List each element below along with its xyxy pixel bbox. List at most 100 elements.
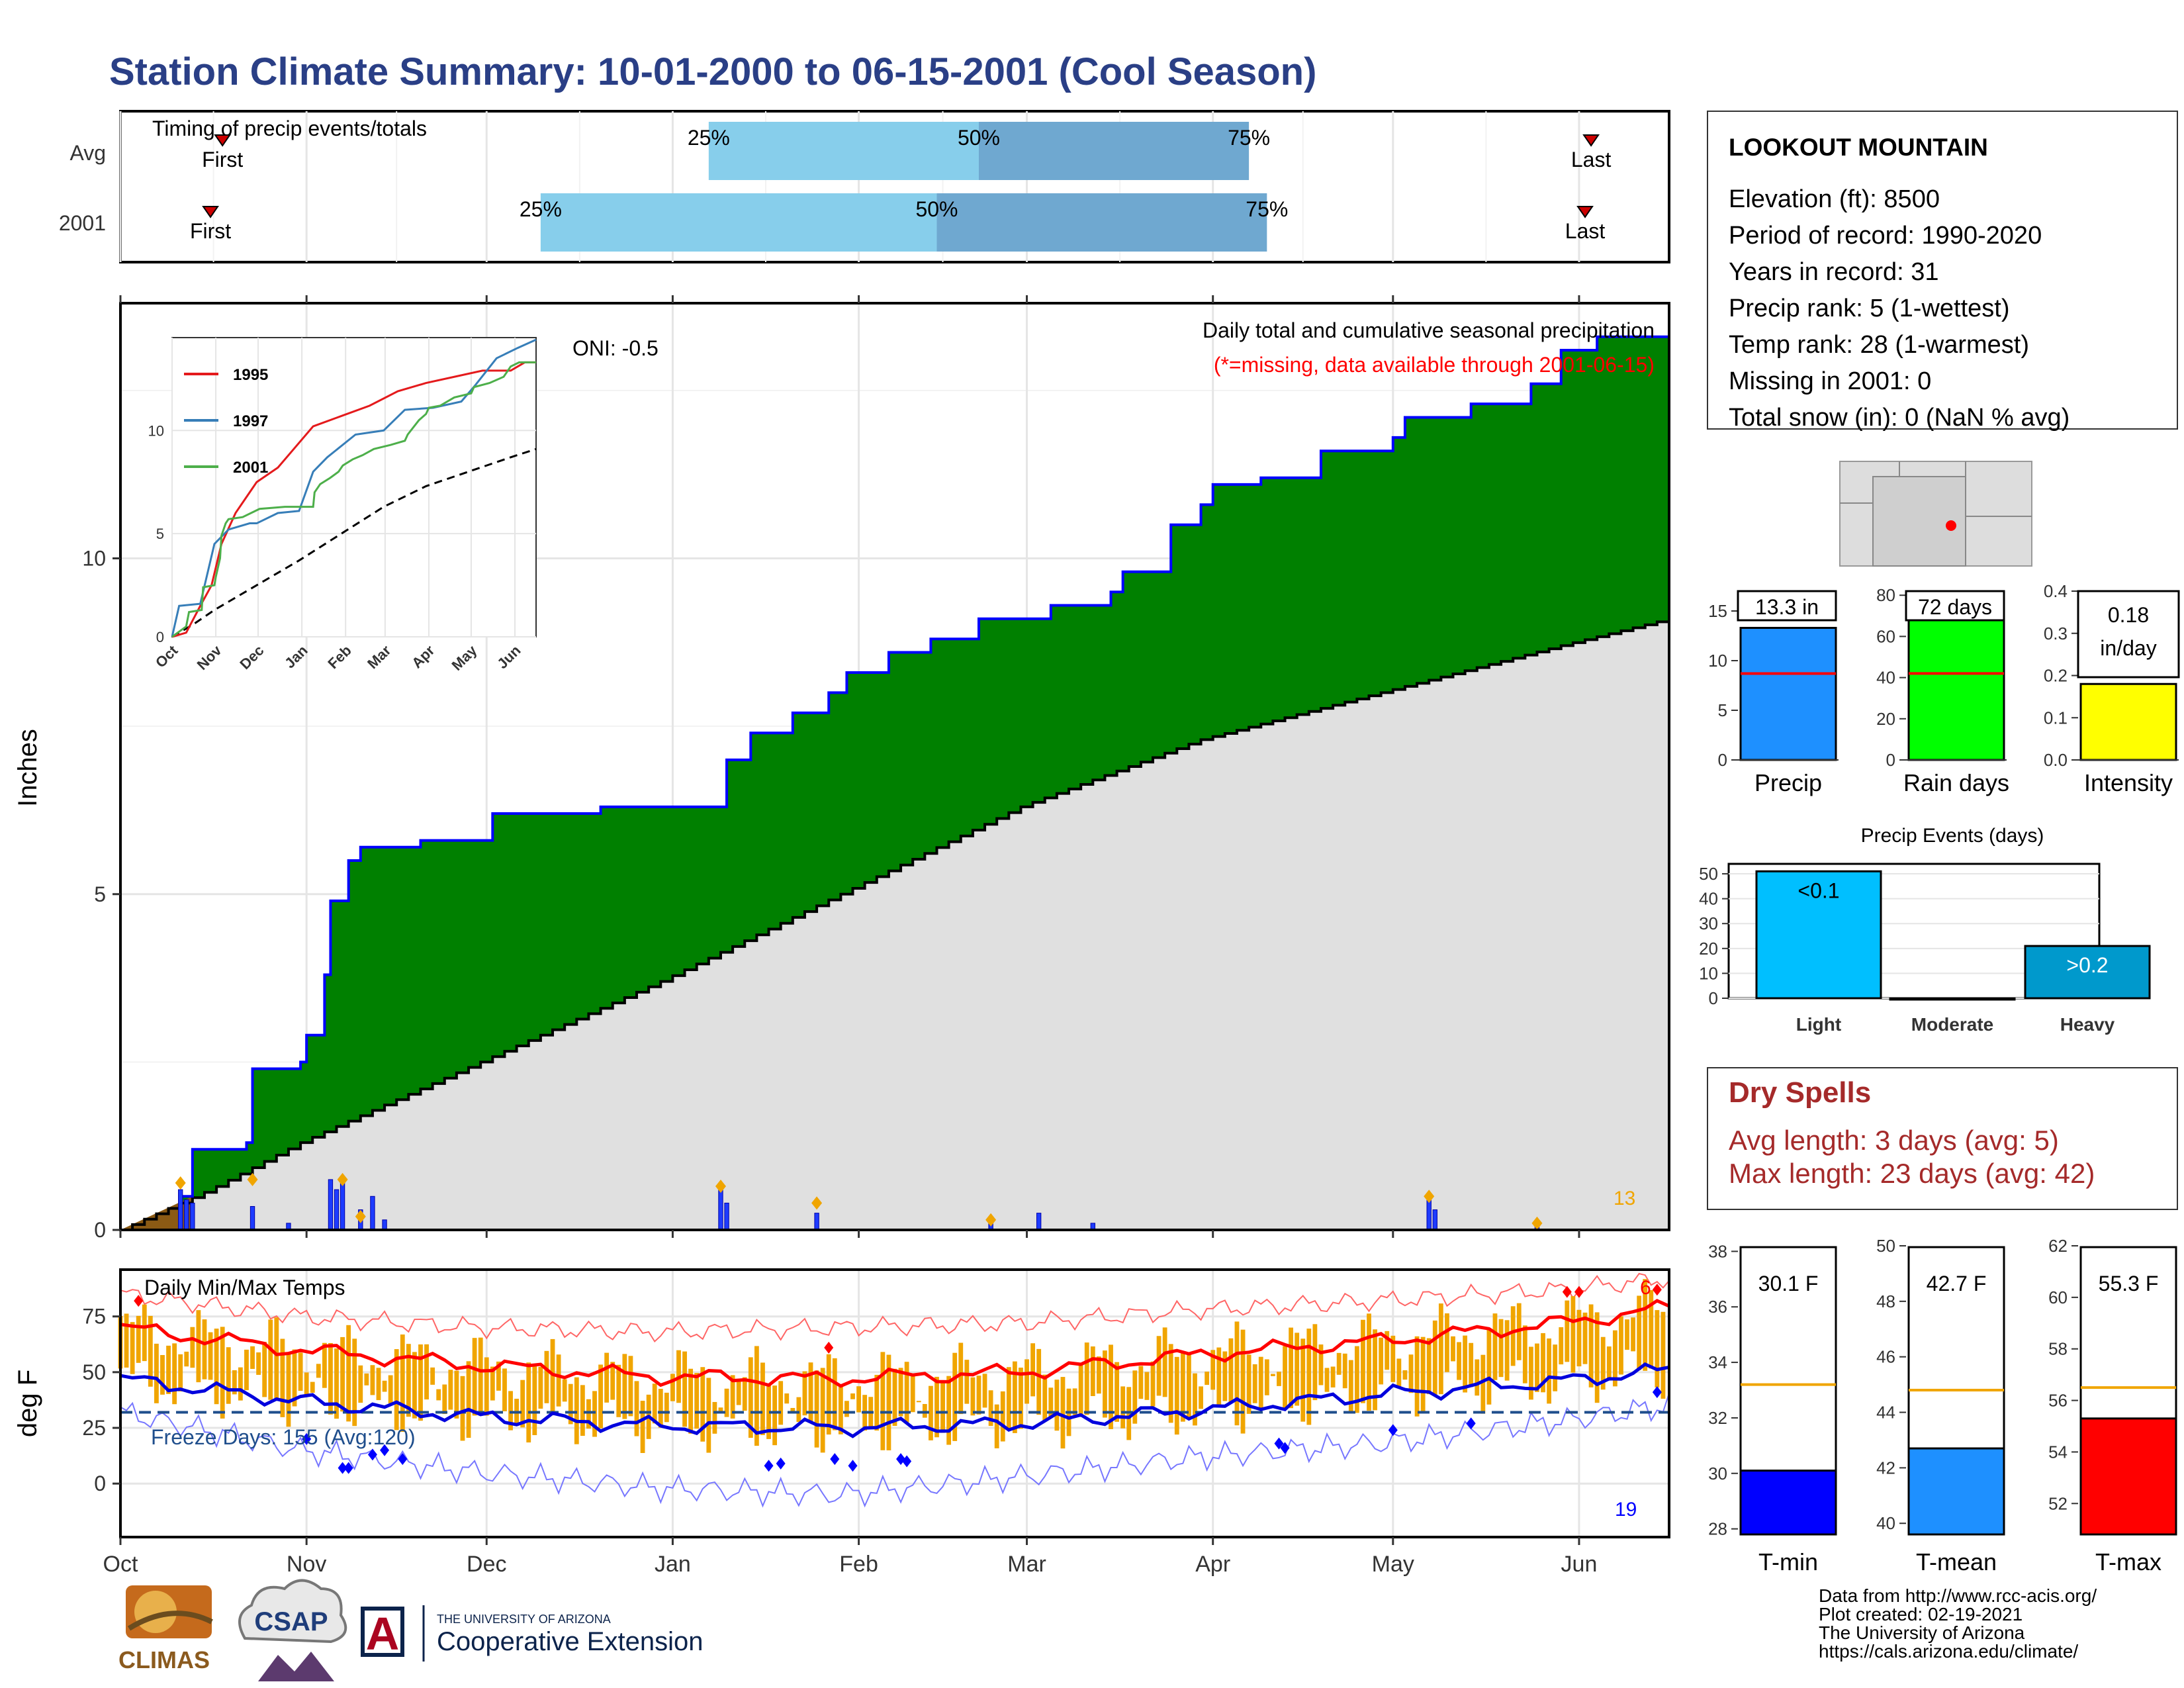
daily-temp-bar: [1649, 1290, 1654, 1369]
station-name: LOOKOUT MOUNTAIN: [1729, 134, 1988, 161]
daily-temp-bar: [538, 1366, 543, 1409]
daily-temp-bar: [316, 1364, 321, 1378]
daily-temp-bar: [1486, 1329, 1492, 1405]
daily-temp-bar: [658, 1389, 663, 1428]
climas-wordmark: CLIMAS: [118, 1646, 210, 1673]
daily-temp-bar: [376, 1368, 381, 1401]
record-low-marker: [902, 1455, 912, 1468]
station-line: Precip rank: 5 (1-wettest): [1729, 295, 2009, 322]
daily-temp-bar: [844, 1401, 849, 1417]
temp-bar-label: T-min: [1758, 1548, 1818, 1575]
daily-temp-bar: [958, 1342, 964, 1415]
summary-y-tick-label: 0.2: [2044, 666, 2068, 686]
daily-temp-bar: [490, 1366, 495, 1401]
temp-x-tick-label: Mar: [1007, 1552, 1046, 1577]
extreme-precip-marker: [175, 1176, 186, 1190]
events-bar-moderate: [1889, 997, 2016, 1001]
ua-extension: Cooperative Extension: [437, 1627, 703, 1656]
daily-temp-bar: [640, 1401, 645, 1454]
summary-value-label: 72 days: [1918, 595, 1992, 619]
temp-bar-y-tick-label: 52: [2048, 1493, 2068, 1513]
temp-bar-y-tick-label: 34: [1708, 1352, 1727, 1372]
daily-temp-bar: [418, 1344, 423, 1421]
timing-row-label-avg: Avg: [69, 141, 106, 165]
summary-value-label: 13.3 in: [1755, 595, 1819, 619]
temp-x-tick-label: Jan: [655, 1552, 691, 1577]
station-line: Total snow (in): 0 (NaN % avg): [1729, 404, 2070, 432]
daily-temp-bar: [1138, 1366, 1144, 1399]
extreme-count: 13: [1614, 1188, 1635, 1209]
daily-temp-bar: [1283, 1346, 1287, 1409]
daily-temp-bar: [1000, 1391, 1005, 1442]
average-precip-line: [120, 618, 1670, 1231]
daily-temp-bar: [1367, 1313, 1371, 1411]
daily-temp-bar: [598, 1364, 603, 1429]
daily-temp-bar: [1030, 1343, 1036, 1397]
daily-temp-bar: [574, 1377, 579, 1444]
daily-temp-bar: [1132, 1370, 1138, 1424]
station-line: Missing in 2001: 0: [1729, 367, 1931, 395]
summary-y-tick-label: 5: [1718, 700, 1727, 720]
daily-temp-bar: [454, 1370, 459, 1419]
daily-temp-bar: [1457, 1342, 1461, 1380]
ua-emblem: [361, 1607, 404, 1657]
daily-temp-bar: [778, 1381, 784, 1425]
record-high-marker: [1562, 1286, 1572, 1298]
daily-temp-bar: [226, 1347, 231, 1404]
daily-temp-bar: [604, 1352, 610, 1403]
inset-y-tick-label: 0: [156, 629, 164, 645]
summary-value-label: 0.18: [2108, 603, 2149, 627]
daily-temp-bar: [742, 1377, 747, 1411]
daily-temp-bar: [1168, 1344, 1173, 1423]
temp-bar-y-tick-label: 40: [1876, 1513, 1895, 1533]
summary-value-box: [2077, 590, 2180, 679]
daily-temp-bar: [1228, 1338, 1234, 1403]
daily-temp-bar: [268, 1319, 273, 1400]
daily-temp-bar: [1289, 1327, 1294, 1409]
daily-temp-bar: [1060, 1377, 1066, 1449]
daily-temp-bar: [724, 1388, 729, 1417]
summary-bar-rain-days: [1907, 610, 2005, 761]
timing-bar-avg-q2: [708, 122, 979, 180]
locator-map: [1839, 461, 2032, 567]
daily-temp-bar: [1661, 1311, 1666, 1399]
timing-row-label-2001: 2001: [59, 211, 106, 235]
daily-temp-bar: [358, 1365, 363, 1403]
summary-bar-precip: [1739, 627, 1837, 761]
daily-temp-bar: [1426, 1338, 1432, 1395]
temp-panel: 0 25 50 75 Oct Nov Dec Jan Feb Mar Apr May Jun Daily…: [13, 1268, 1670, 1577]
daily-temp-bar: [712, 1401, 717, 1434]
temp-bar-y-tick-label: 32: [1708, 1408, 1727, 1428]
extreme-precip-marker: [985, 1213, 997, 1227]
daily-temp-bar: [178, 1354, 183, 1392]
daily-temp-bar: [244, 1349, 249, 1391]
events-bar-value: <0.1: [1797, 878, 1839, 902]
daily-temp-bar: [1528, 1346, 1533, 1400]
daily-temp-bar: [592, 1391, 597, 1437]
daily-temp-bar: [1115, 1362, 1119, 1422]
daily-temp-bar: [1594, 1312, 1600, 1403]
events-y-tick-label: 30: [1699, 914, 1718, 933]
daily-temp-bar: [802, 1371, 807, 1416]
temp-bar-y-tick-label: 58: [2048, 1339, 2068, 1359]
inset-y-tick-label: 5: [156, 526, 164, 542]
daily-temp-bar: [1396, 1358, 1402, 1387]
inset-frame: [171, 337, 537, 637]
daily-temp-bar: [232, 1370, 237, 1395]
daily-temp-bar: [1019, 1368, 1023, 1429]
daily-temp-bar: [1174, 1356, 1179, 1435]
timing-marker-label-first: First: [202, 148, 243, 171]
precip-panel-frame: [119, 302, 1670, 1231]
daily-temp-bar: [1504, 1320, 1510, 1381]
daily-temp-bar: [760, 1362, 765, 1435]
station-line: Temp rank: 28 (1-warmest): [1729, 331, 2029, 359]
university-logo: A THE UNIVERSITY OF ARIZONA Cooperative …: [361, 1605, 703, 1662]
precip-y-tick-label: 10: [82, 547, 106, 571]
daily-temp-bar: [916, 1401, 921, 1403]
record-low-marker: [338, 1462, 347, 1474]
climas-swoosh: [127, 1611, 213, 1631]
precip-y-tick-label: 0: [94, 1218, 106, 1242]
daily-temp-bar: [910, 1376, 915, 1413]
footer-line: Data from http://www.rcc-acis.org/: [1819, 1585, 2097, 1606]
precip-y-label: Inches: [13, 729, 42, 807]
